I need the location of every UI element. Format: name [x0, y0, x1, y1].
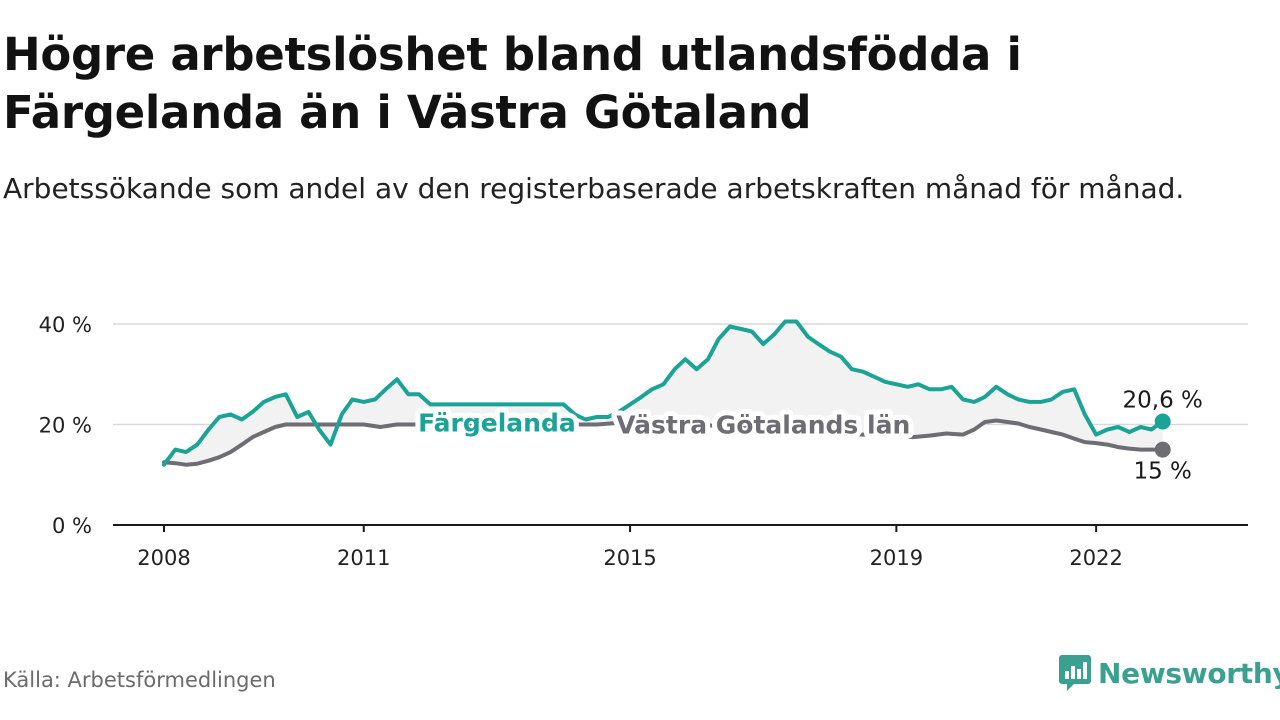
axis-layer: 0 % 20 % 40 % 2008 2011 2015 2019 2022 — [39, 313, 1248, 570]
y-tick-label: 0 % — [52, 514, 92, 538]
label-layer: Färgelanda Västra Götalands län 20,6 % 15 % — [413, 387, 1203, 485]
gap-area — [164, 321, 1163, 465]
end-label-fargelanda: 20,6 % — [1123, 387, 1203, 413]
x-tick-label: 2022 — [1069, 546, 1122, 570]
x-tick-label: 2008 — [137, 546, 190, 570]
end-point-vastra-gotaland — [1154, 441, 1171, 458]
newsworthy-logo[interactable]: Newsworthy — [1058, 654, 1280, 692]
chart-title: Högre arbetslöshet bland utlandsfödda i … — [3, 28, 1022, 139]
newsworthy-logo-icon — [1059, 655, 1091, 691]
x-tick-label: 2015 — [603, 546, 656, 570]
y-tick-label: 20 % — [39, 414, 92, 438]
series-line-layer — [162, 319, 1165, 467]
series-line-vastra-gotaland — [162, 418, 1165, 467]
end-point-fargelanda — [1154, 413, 1171, 430]
newsworthy-logo-text: Newsworthy — [1098, 656, 1280, 690]
y-tick-label: 40 % — [39, 313, 92, 337]
series-line-fargelanda — [162, 319, 1165, 467]
line-chart: 0 % 20 % 40 % 2008 2011 2015 2019 2022 Färgelan… — [39, 313, 1248, 570]
x-tick-label: 2019 — [870, 546, 923, 570]
x-tick-label: 2011 — [337, 546, 390, 570]
series-label-fargelanda: Färgelanda — [418, 408, 576, 437]
chart-subtitle: Arbetssökande som andel av den registerb… — [3, 172, 1185, 205]
gap-area-layer — [164, 321, 1163, 465]
series-label-vastra-gotaland: Västra Götalands län — [616, 411, 910, 440]
source-note: Källa: Arbetsförmedlingen — [3, 668, 276, 692]
end-label-vastra-gotaland: 15 % — [1133, 459, 1191, 485]
